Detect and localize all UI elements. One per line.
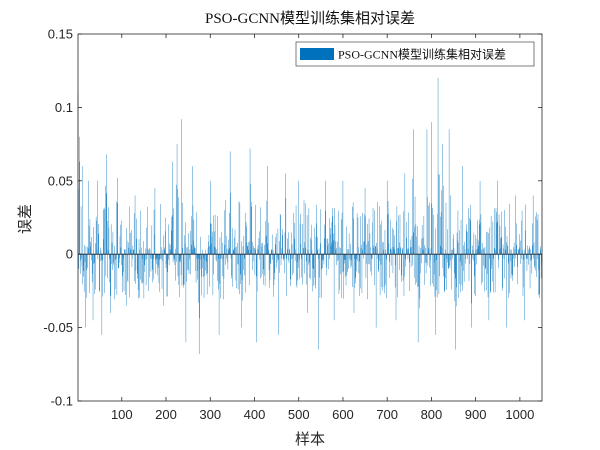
x-tick-label: 900 bbox=[465, 407, 487, 422]
watermark: 知乎 @机器学习之心 bbox=[455, 419, 585, 436]
legend: PSO-GCNN模型训练集相对误差 bbox=[295, 41, 535, 67]
x-axis-label: 样本 bbox=[295, 431, 325, 448]
y-tick-label: 0 bbox=[66, 247, 73, 262]
x-tick-label: 600 bbox=[332, 407, 354, 422]
x-tick-label: 800 bbox=[421, 407, 443, 422]
y-tick-label: 0.05 bbox=[48, 173, 73, 188]
y-tick-label: -0.05 bbox=[43, 320, 73, 335]
x-axis-ticks: 100 200 300 400 500 600 700 800 900 1000 bbox=[111, 34, 534, 422]
x-tick-label: 500 bbox=[288, 407, 310, 422]
chart-title: PSO-GCNN模型训练集相对误差 bbox=[205, 10, 415, 27]
legend-swatch bbox=[300, 48, 334, 60]
y-axis-ticks: -0.1 -0.05 0 0.05 0.1 0.15 bbox=[43, 27, 542, 409]
y-axis-label: 误差 bbox=[17, 204, 34, 234]
x-tick-label: 1000 bbox=[505, 407, 534, 422]
x-tick-label: 200 bbox=[155, 407, 177, 422]
y-tick-label: -0.1 bbox=[51, 394, 73, 409]
x-tick-label: 100 bbox=[111, 407, 133, 422]
y-tick-label: 0.1 bbox=[55, 100, 73, 115]
y-tick-label: 0.15 bbox=[48, 27, 73, 42]
plot-frame bbox=[77, 33, 543, 402]
x-tick-label: 700 bbox=[376, 407, 398, 422]
x-tick-label: 300 bbox=[199, 407, 221, 422]
bars-group bbox=[77, 78, 543, 355]
legend-box bbox=[295, 41, 535, 67]
x-tick-label: 400 bbox=[244, 407, 266, 422]
legend-label: PSO-GCNN模型训练集相对误差 bbox=[338, 47, 506, 62]
